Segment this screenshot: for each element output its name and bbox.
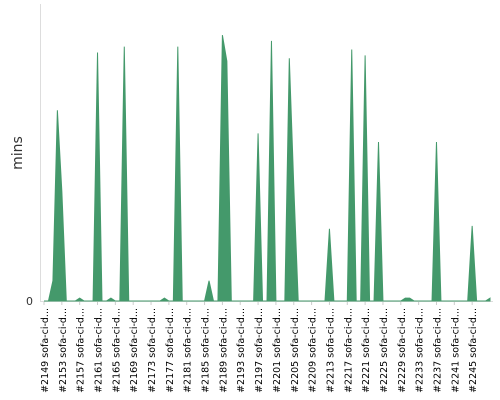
x-tick-label: #2185 sofa-ci-d...	[201, 308, 212, 393]
y-axis-label: mins	[10, 136, 26, 170]
series-area	[44, 35, 491, 302]
x-tick-label: #2149 sofa-ci-d...	[40, 308, 51, 393]
x-tick-label: #2181 sofa-ci-d...	[183, 308, 194, 393]
y-ticks: 0	[26, 295, 33, 308]
x-tick-label: #2213 sofa-ci-d...	[325, 308, 336, 393]
x-tick-label: #2241 sofa-ci-d...	[450, 308, 461, 393]
x-tick-label: #2237 sofa-ci-d...	[432, 308, 443, 393]
area-series-path	[44, 35, 491, 302]
x-tick-label: #2245 sofa-ci-d...	[468, 308, 479, 393]
x-tick-labels: #2149 sofa-ci-d... #2153 sofa-ci-d... #215…	[40, 302, 479, 393]
x-tick-label: #2209 sofa-ci-d...	[308, 308, 319, 393]
y-tick-label: 0	[26, 295, 33, 308]
x-tick-label: #2201 sofa-ci-d...	[272, 308, 283, 393]
x-tick-label: #2225 sofa-ci-d...	[379, 308, 390, 393]
x-tick-label: #2157 sofa-ci-d...	[76, 308, 87, 393]
x-tick-label: #2161 sofa-ci-d...	[94, 308, 105, 393]
x-tick-label: #2173 sofa-ci-d...	[147, 308, 158, 393]
x-tick-label: #2217 sofa-ci-d...	[343, 308, 354, 393]
x-tick-label: #2233 sofa-ci-d...	[415, 308, 426, 393]
x-tick-label: #2165 sofa-ci-d...	[111, 308, 122, 393]
x-tick-label: #2193 sofa-ci-d...	[236, 308, 247, 393]
x-tick-label: #2153 sofa-ci-d...	[58, 308, 69, 393]
x-tick-label: #2169 sofa-ci-d...	[129, 308, 140, 393]
x-tick-label: #2221 sofa-ci-d...	[361, 308, 372, 393]
x-tick-label: #2229 sofa-ci-d...	[397, 308, 408, 393]
x-tick-label: #2189 sofa-ci-d...	[218, 308, 229, 393]
x-tick-label: #2177 sofa-ci-d...	[165, 308, 176, 393]
x-tick-label: #2197 sofa-ci-d...	[254, 308, 265, 393]
x-tick-label: #2205 sofa-ci-d...	[290, 308, 301, 393]
